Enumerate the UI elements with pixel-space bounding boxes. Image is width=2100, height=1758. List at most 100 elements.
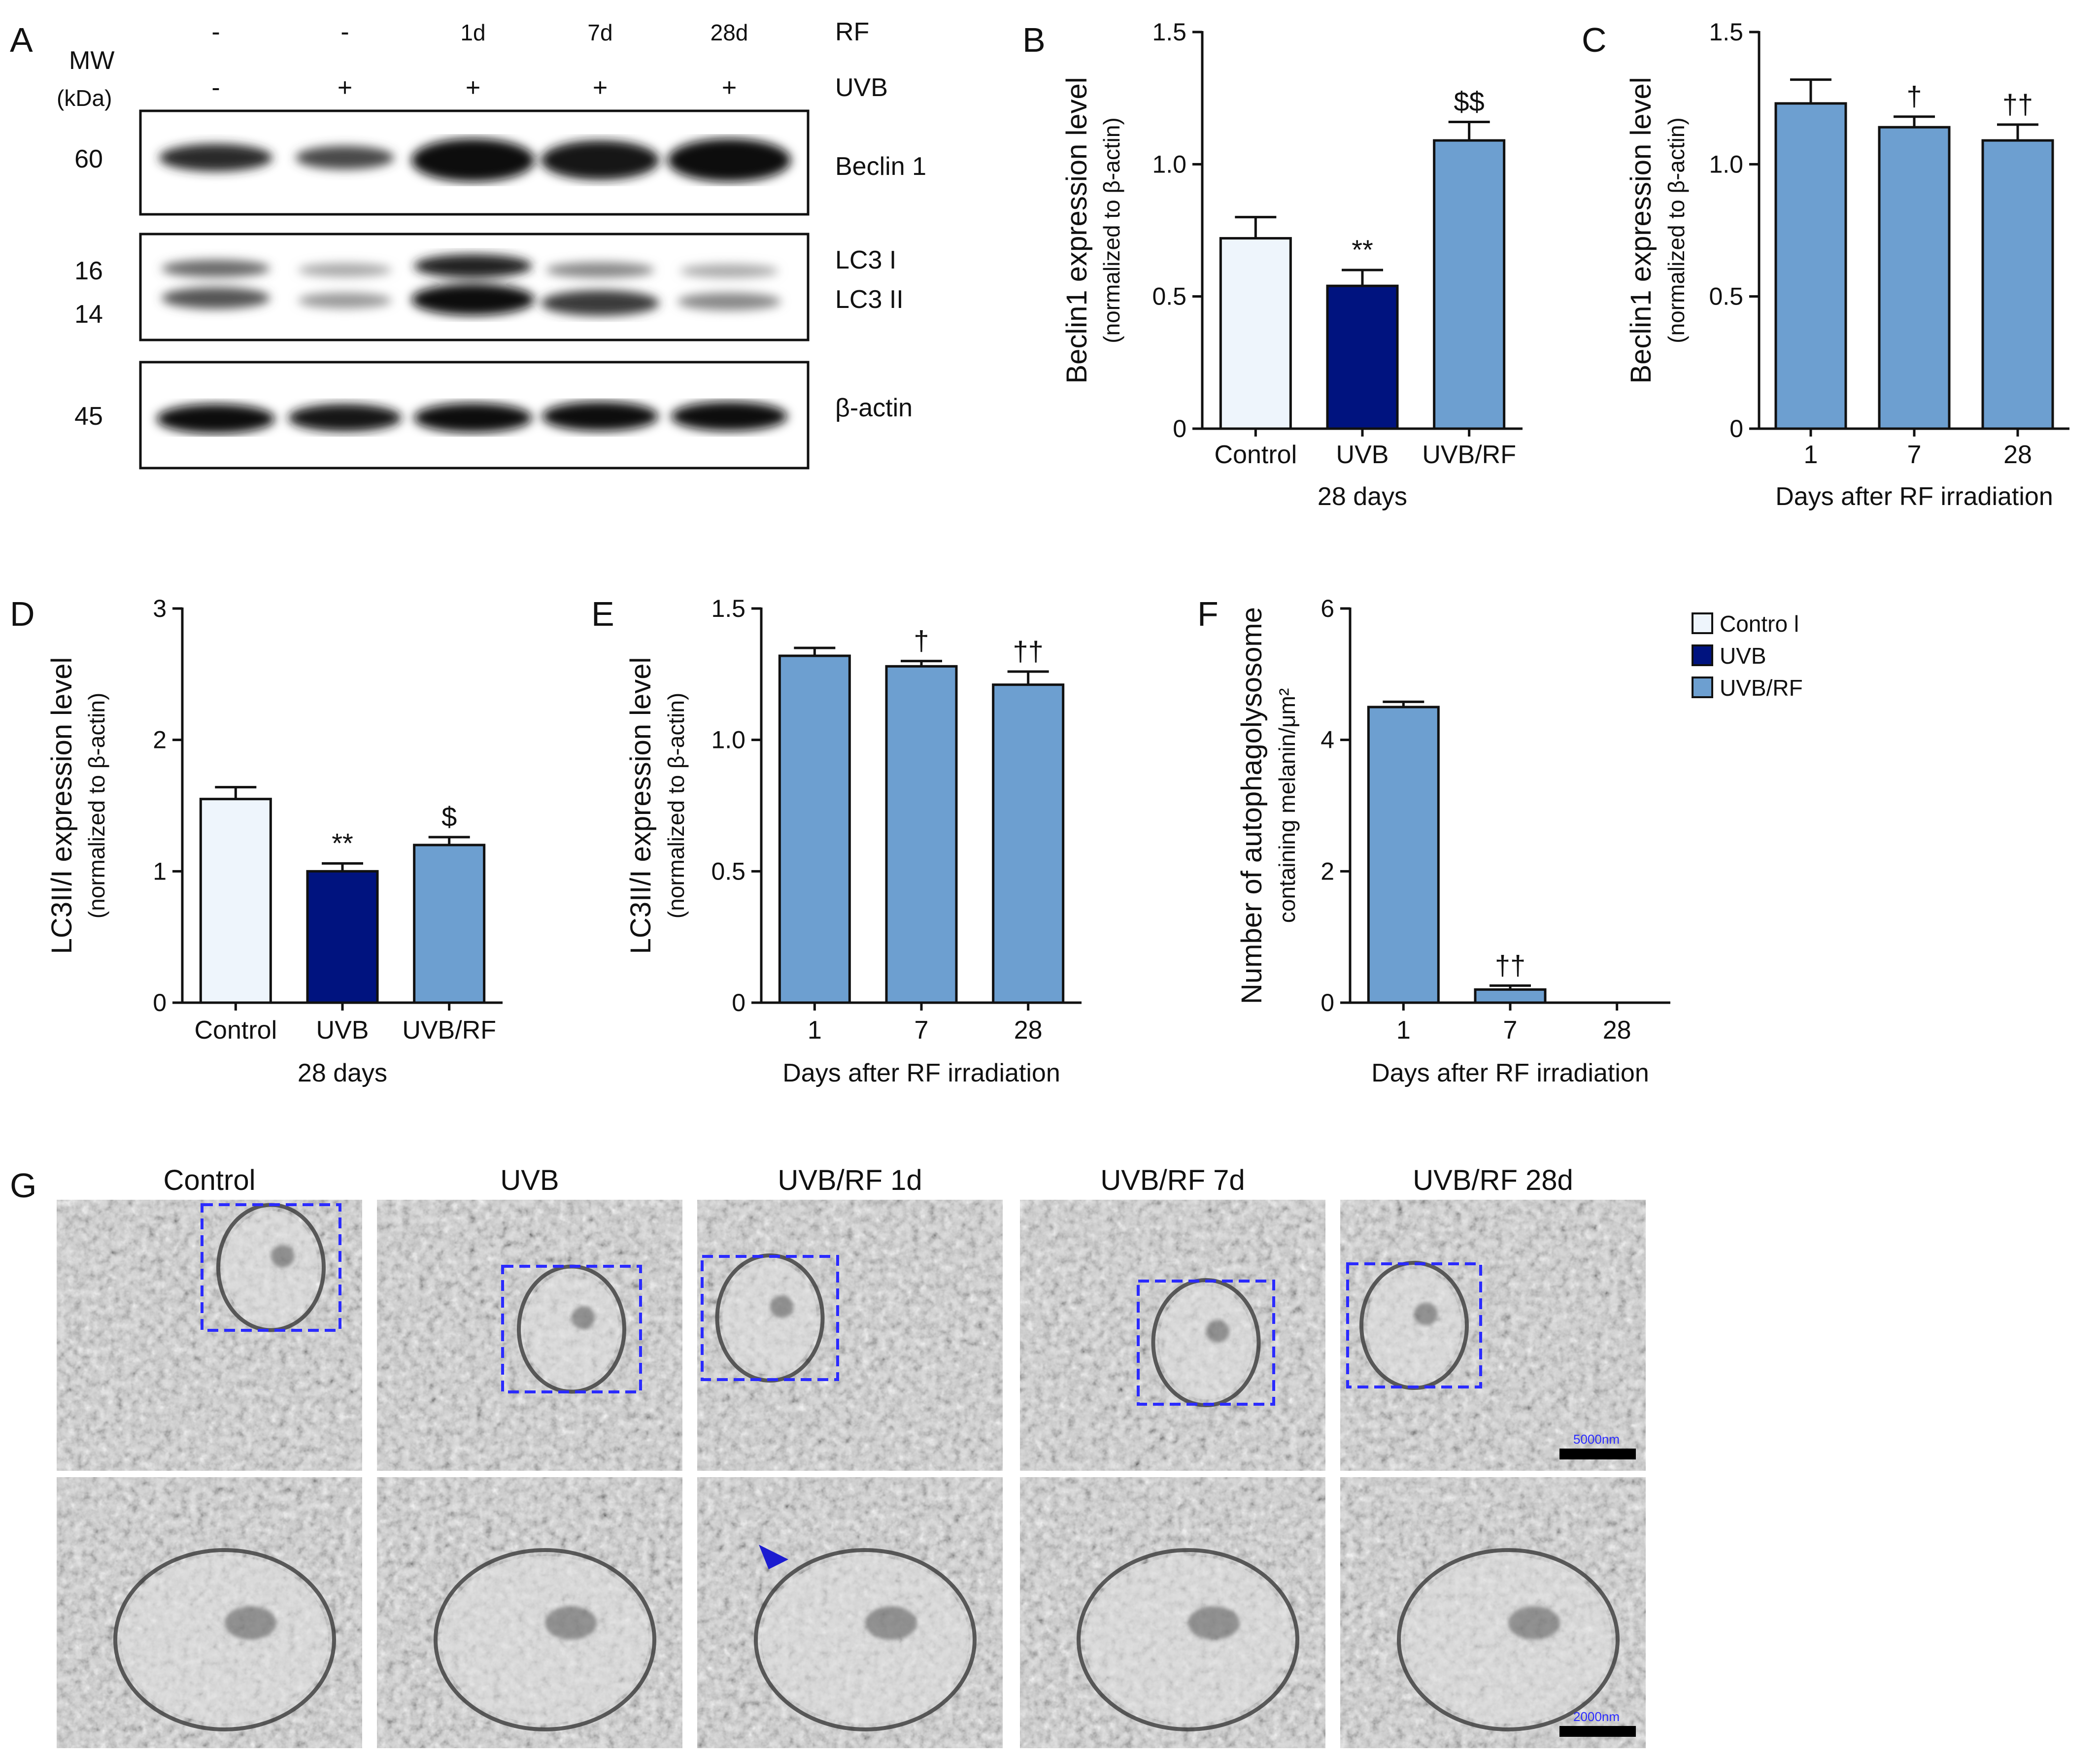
y-tick-label: 1.0	[711, 726, 745, 754]
scale-bar	[1559, 1449, 1636, 1459]
panel-letter-d: D	[10, 595, 35, 633]
rf-lane-5: 28d	[711, 20, 748, 45]
category-label: Control	[195, 1016, 277, 1045]
category-label: 1	[1804, 440, 1818, 469]
nucleolus	[865, 1606, 917, 1640]
significance-marker: **	[332, 827, 353, 858]
em-column-2: UVB	[377, 1164, 682, 1748]
category-label: Control	[1215, 440, 1297, 469]
y-tick-label: 1.0	[1152, 150, 1186, 178]
bar	[1326, 284, 1399, 430]
em-image-bottom	[1020, 1477, 1325, 1748]
panel-letter-c: C	[1582, 21, 1607, 59]
bar-charts: Control ** UVB $$ UVB/RF 0 0.5 1.0 1.5 Beclin1 ex…	[46, 18, 2069, 1087]
uvb-lane-5: +	[722, 73, 737, 102]
category-label: UVB	[1336, 440, 1389, 469]
panel-letter-g: G	[10, 1166, 36, 1205]
em-title: UVB/RF 1d	[778, 1164, 922, 1196]
arrowhead-marker	[759, 1545, 788, 1569]
y-axis-title: Beclin1 expression level	[1625, 77, 1657, 383]
em-image-bottom	[697, 1477, 1003, 1748]
y-axis-subtitle: (normalized to β-actin)	[663, 693, 689, 919]
roi-box	[501, 1265, 642, 1393]
nucleolus	[770, 1295, 793, 1318]
mw-14: 14	[74, 300, 103, 329]
em-image-bottom	[377, 1477, 682, 1748]
significance-marker: ††	[1495, 949, 1525, 980]
mw-label: MW	[69, 46, 114, 75]
category-label: 7	[1907, 440, 1922, 469]
nucleus	[121, 1556, 328, 1724]
y-axis-title: Number of autophagolysosome	[1236, 607, 1268, 1004]
bar	[992, 683, 1065, 1004]
em-image-top	[1020, 1200, 1325, 1471]
nucleus	[1405, 1556, 1612, 1724]
significance-marker: †	[1906, 81, 1922, 112]
y-tick-label: 4	[1321, 726, 1334, 754]
chart-f: 1 †† 7 28 0 2 4 6 Number of autophagolysosome con…	[1236, 595, 1670, 1087]
category-label: UVB	[316, 1016, 369, 1045]
nuclear-envelope	[113, 1548, 336, 1731]
legend-label-uvb: UVB	[1720, 643, 1766, 669]
nucleus	[441, 1556, 648, 1724]
lc3-ii-label: LC3 II	[835, 285, 904, 314]
em-image-top: 5000nm	[1340, 1200, 1646, 1471]
em-title: UVB	[500, 1164, 559, 1196]
roi-box	[701, 1255, 839, 1381]
nuclear-envelope	[754, 1548, 977, 1731]
roi-box	[1346, 1262, 1482, 1388]
bar	[885, 665, 958, 1004]
scale-bar	[1559, 1726, 1636, 1737]
nucleus	[224, 1211, 318, 1324]
rf-lane-3: 1d	[460, 20, 485, 45]
y-tick-label: 0	[732, 989, 745, 1016]
significance-marker: †	[914, 625, 929, 656]
panel-letter-e: E	[591, 595, 614, 633]
nucleolus	[1206, 1320, 1229, 1343]
nucleolus	[1188, 1606, 1240, 1640]
em-texture	[57, 1200, 362, 1471]
condition-row-uvb: - + + + + UVB	[211, 73, 888, 102]
nucleolus	[1508, 1606, 1560, 1640]
bar	[306, 870, 379, 1004]
nucleus	[1159, 1286, 1253, 1399]
actin-bands	[157, 402, 787, 434]
bar	[1367, 706, 1440, 1004]
legend-swatch-uvb	[1692, 644, 1713, 666]
actin-label: β-actin	[835, 394, 913, 422]
y-tick-label: 0	[1321, 989, 1334, 1016]
bar	[413, 844, 486, 1004]
nucleolus	[225, 1606, 276, 1640]
chart-d: Control ** UVB $ UVB/RF 0 1 2 3 LC3II/I expressio…	[46, 595, 503, 1087]
significance-marker: $$	[1454, 86, 1485, 117]
y-axis-title: LC3II/I expression level	[625, 657, 657, 954]
rf-row-label: RF	[835, 18, 869, 46]
category-label: 28	[1014, 1016, 1043, 1045]
y-tick-label: 1.0	[1709, 150, 1743, 178]
panel-letter-b: B	[1022, 21, 1046, 59]
lc3-bands	[162, 254, 781, 316]
chart-b: Control ** UVB $$ UVB/RF 0 0.5 1.0 1.5 Beclin1 ex…	[1061, 18, 1523, 511]
em-column-1: Control	[57, 1164, 362, 1748]
bar	[1878, 126, 1951, 430]
y-axis-subtitle: (normalized to β-actin)	[1099, 117, 1124, 343]
category-label: 28	[2003, 440, 2032, 469]
y-tick-label: 2	[153, 726, 167, 754]
nucleolus	[1414, 1303, 1438, 1325]
bar	[1219, 237, 1292, 430]
category-label: UVB/RF	[1422, 440, 1516, 469]
nuclear-envelope	[434, 1548, 656, 1731]
mw-16: 16	[74, 257, 103, 285]
bar	[1981, 139, 2054, 430]
y-tick-label: 1.5	[711, 595, 745, 622]
bar	[1774, 102, 1847, 430]
y-axis-subtitle: (normalized to β-actin)	[1663, 117, 1689, 343]
em-image-bottom: 2000nm	[1340, 1477, 1646, 1748]
y-tick-label: 1	[153, 857, 167, 885]
y-tick-label: 1.5	[1152, 18, 1186, 46]
uvb-lane-1: -	[211, 73, 220, 102]
bar	[1433, 139, 1506, 430]
condition-row-rf: - - 1d 7d 28d RF	[211, 18, 869, 46]
category-label: 28	[1603, 1016, 1631, 1045]
